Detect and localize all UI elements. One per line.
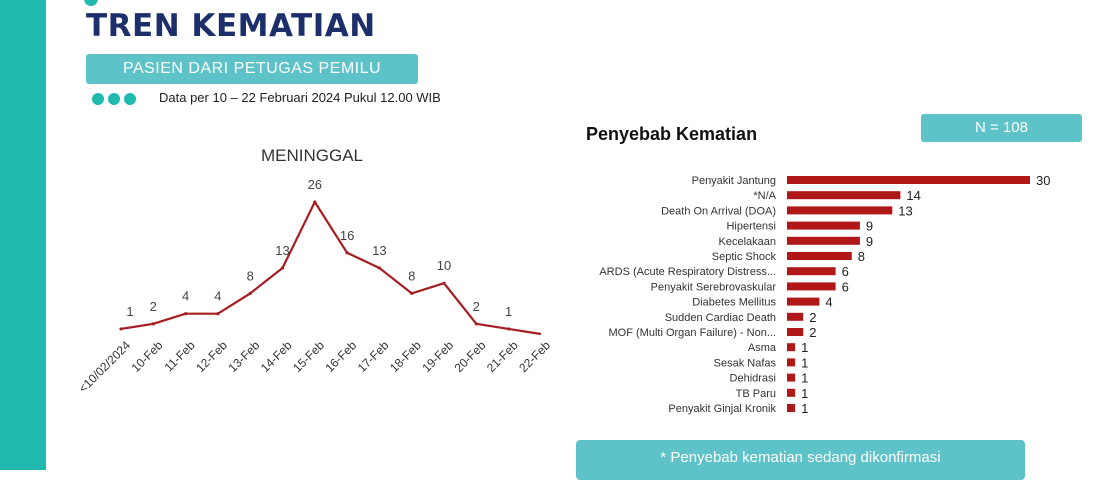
confirmation-note: * Penyebab kematian sedang dikonfirmasi <box>576 440 1025 480</box>
bar <box>787 404 796 412</box>
line-point <box>280 266 285 270</box>
line-point <box>345 251 349 255</box>
data-label: 10 <box>437 258 451 273</box>
subtitle-pill: PASIEN DARI PETUGAS PEMILU <box>86 54 418 84</box>
data-label: 1 <box>126 304 133 319</box>
category-label: Penyakit Ginjal Kronik <box>668 403 776 415</box>
line-point <box>410 291 414 295</box>
category-label: Diabetes Mellitus <box>692 297 776 309</box>
line-point <box>313 200 317 204</box>
top-dot <box>84 0 98 6</box>
data-label: 4 <box>214 289 221 304</box>
line-point <box>377 266 381 270</box>
data-label: 13 <box>275 243 289 258</box>
data-label: 2 <box>150 299 157 314</box>
bar <box>787 328 804 336</box>
line-point <box>184 312 188 316</box>
line-point <box>119 327 123 331</box>
line-point <box>474 322 478 326</box>
category-label: Asma <box>748 342 777 354</box>
category-label: Kecelakaan <box>719 236 777 248</box>
bar <box>787 191 901 200</box>
bar-value-label: 1 <box>801 401 808 416</box>
bar <box>787 176 1030 184</box>
date-note: Data per 10 – 22 Februari 2024 Pukul 12.… <box>159 90 441 105</box>
bar <box>787 343 796 352</box>
bar <box>787 221 860 230</box>
data-label: 2 <box>473 299 480 314</box>
line-point <box>248 291 252 295</box>
line-point <box>507 327 511 331</box>
category-label: Sudden Cardiac Death <box>665 312 776 324</box>
bar-value-label: 1 <box>801 340 808 355</box>
bar-value-label: 1 <box>801 355 808 370</box>
category-label: Hipertensi <box>726 221 776 233</box>
category-label: Dehidrasi <box>730 373 776 385</box>
category-label: Death On Arrival (DOA) <box>661 205 776 217</box>
data-label: 8 <box>408 268 415 283</box>
bar <box>787 388 796 397</box>
bar <box>787 252 852 260</box>
line-chart-title: MENINGGAL <box>261 146 363 165</box>
data-label: 13 <box>372 243 386 258</box>
n-count-badge: N = 108 <box>921 114 1082 142</box>
bar <box>787 373 796 382</box>
line-point <box>151 322 155 326</box>
bar-value-label: 9 <box>866 219 873 234</box>
bar <box>787 358 796 367</box>
bar <box>787 236 860 245</box>
bar-value-label: 6 <box>842 279 849 294</box>
bar <box>787 267 836 276</box>
dot <box>124 93 136 105</box>
data-label: 4 <box>182 289 189 304</box>
bar-value-label: 1 <box>801 386 808 401</box>
data-label: 16 <box>340 228 354 243</box>
bar-value-label: 1 <box>801 371 808 386</box>
category-label: *N/A <box>753 190 776 202</box>
bar-value-label: 9 <box>866 234 873 249</box>
bar-value-label: 2 <box>809 325 816 340</box>
bar <box>787 282 836 291</box>
data-label: 1 <box>505 304 512 319</box>
bar-value-label: 2 <box>809 310 816 325</box>
bar-value-label: 14 <box>906 188 920 203</box>
line-point <box>216 312 220 316</box>
bar <box>787 312 804 321</box>
category-label: Sesak Nafas <box>714 357 777 369</box>
category-label: Penyakit Serebrovaskular <box>651 281 777 293</box>
category-label: TB Paru <box>736 388 776 400</box>
bar-value-label: 6 <box>842 264 849 279</box>
bar-value-label: 4 <box>825 295 832 310</box>
data-label: 8 <box>247 268 254 283</box>
category-label: Septic Shock <box>712 251 777 263</box>
category-label: MOF (Multi Organ Failure) - Non... <box>609 327 776 339</box>
category-label: ARDS (Acute Respiratory Distress... <box>599 266 776 278</box>
cause-chart-title: Penyebab Kematian <box>586 124 758 144</box>
side-stripe <box>0 0 46 470</box>
bar-value-label: 13 <box>898 203 912 218</box>
bar-value-label: 30 <box>1036 173 1050 188</box>
dot <box>92 93 104 105</box>
series-line-meninggal <box>120 200 542 336</box>
page-title: TREN KEMATIAN <box>86 8 376 44</box>
bar <box>787 206 893 215</box>
data-label: 26 <box>308 177 322 192</box>
dot <box>108 93 120 105</box>
bar <box>787 297 820 306</box>
dots-decoration <box>92 92 140 110</box>
bar-value-label: 8 <box>858 249 865 264</box>
category-label: Penyakit Jantung <box>692 175 776 187</box>
line-point <box>442 281 446 285</box>
